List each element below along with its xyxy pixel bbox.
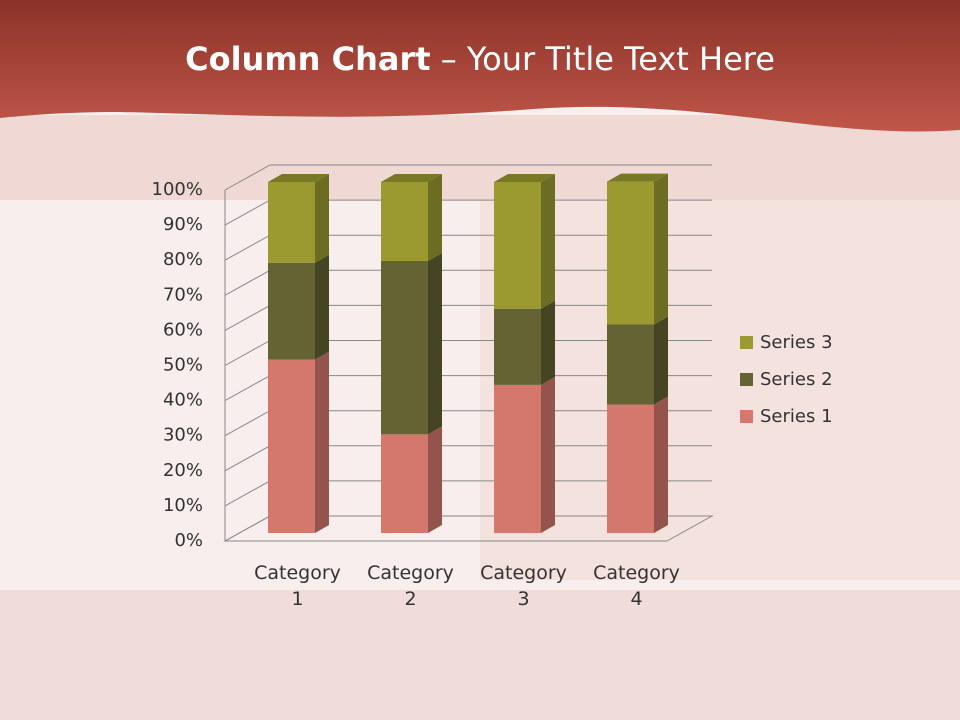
background-band [0,115,960,200]
bar [494,182,541,309]
y-tick-label: 60% [163,319,203,340]
bar [268,262,315,360]
legend-label: Series 3 [760,332,833,353]
y-tick-label: 0% [174,530,203,551]
y-tick-label: 30% [163,425,203,446]
legend-label: Series 2 [760,369,833,390]
bar-top [607,173,668,182]
bar-side [541,376,555,533]
bar [381,434,428,533]
x-tick-label: Category 1 [254,562,341,610]
y-tick-label: 90% [163,214,203,235]
y-tick-label: 40% [163,390,203,411]
bar [268,359,315,533]
legend-swatch [740,336,753,349]
bar [381,182,428,261]
bar-side [315,254,329,360]
legend-swatch [740,410,753,423]
legend-swatch [740,373,753,386]
x-tick-label: Category 3 [480,562,567,610]
y-tick-label: 70% [163,284,203,305]
bar-top [268,174,329,182]
bar [268,182,315,263]
bar [607,181,654,325]
legend-label: Series 1 [760,406,833,427]
bar-side [541,174,555,309]
bar-side [654,316,668,405]
title-bold: Column Chart [185,40,431,78]
bar-side [428,426,442,533]
title: Column Chart – Your Title Text Here [0,40,960,78]
bar-side [541,300,555,385]
bar [607,324,654,405]
bar-side [315,351,329,533]
x-tick-label: Category 4 [593,562,680,610]
header-band [0,0,960,132]
background-band [0,590,960,720]
bar-side [654,396,668,533]
bar-side [428,174,442,261]
bar-top [494,174,555,182]
bar [494,384,541,533]
title-rest: – Your Title Text Here [440,40,775,78]
y-tick-label: 10% [163,495,203,516]
y-tick-label: 50% [163,355,203,376]
y-tick-label: 100% [152,179,203,200]
y-tick-label: 80% [163,249,203,270]
bar [381,260,428,435]
bar-side [315,174,329,263]
bar-top [381,174,442,182]
grid-line [224,164,712,191]
bar-side [428,252,442,435]
bar [607,404,654,533]
bar [494,308,541,385]
y-tick-label: 20% [163,460,203,481]
x-tick-label: Category 2 [367,562,454,610]
background-band [480,200,960,580]
bar-side [654,173,668,325]
